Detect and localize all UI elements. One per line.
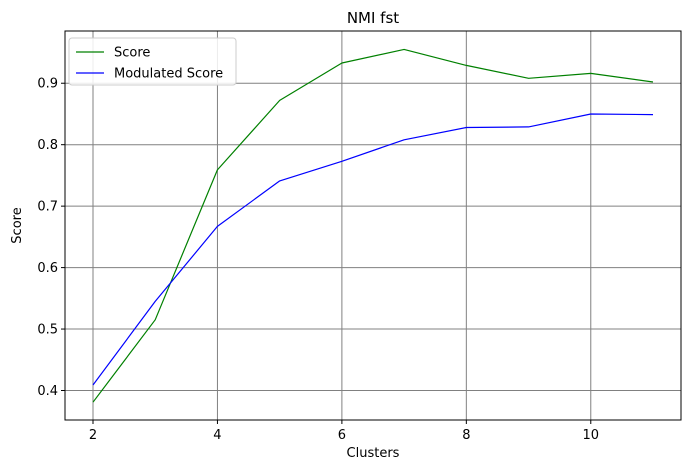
series-line-modulated-score [92,113,654,386]
y-tick-label: 0.7 [37,200,58,215]
chart-title: NMI fst [347,9,399,27]
legend-box [68,37,237,86]
y-axis-label: Score [10,207,25,243]
x-tick-label: 6 [338,428,346,443]
y-tick-label: 0.5 [37,323,58,338]
y-tick-label: 0.4 [37,384,58,399]
x-tick-label: 4 [213,428,221,443]
legend-label-modulated-score: Modulated Score [114,67,223,82]
y-tick-label: 0.6 [37,261,58,276]
legend: Score Modulated Score [68,37,237,86]
x-tick-label: 2 [89,428,97,443]
x-tick-label: 8 [462,428,470,443]
ticks-layer: 2 4 6 8 10 0.4 0.5 0.6 0.7 0.8 0.9 [37,77,599,443]
y-tick-label: 0.9 [37,77,58,92]
x-axis-label: Clusters [347,446,400,461]
plot-area-frame [64,30,682,421]
grid-layer [65,31,681,420]
series-layer [92,48,654,403]
x-tick-label: 10 [583,428,600,443]
series-line-score [92,48,654,403]
y-tick-label: 0.8 [37,138,58,153]
legend-label-score: Score [114,46,150,61]
